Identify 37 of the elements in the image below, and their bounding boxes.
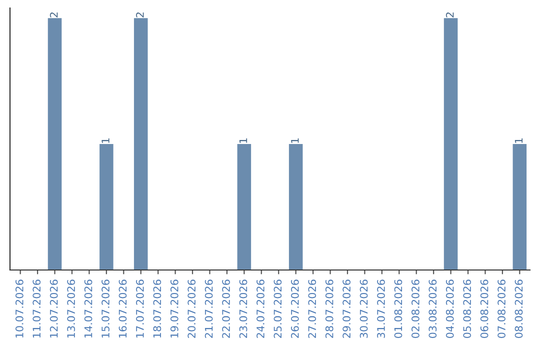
x-tick-label: 07.08.2026 [498,280,506,338]
x-tick-label: 26.07.2026 [290,280,299,338]
x-tick-label: 18.07.2026 [153,280,162,338]
x-tick-label: 14.07.2026 [84,280,92,338]
x-tick-label: 20.07.2026 [188,280,196,338]
data-label: 1 [239,138,248,143]
x-tick-label: 03.08.2026 [428,280,437,338]
x-tick-label: 22.07.2026 [222,280,230,338]
data-label: 1 [514,138,523,143]
x-tick-label: 27.07.2026 [308,280,316,338]
x-tick-label: 31.07.2026 [377,280,385,338]
x-tick-label: 28.07.2026 [325,280,334,338]
x-tick-label: 04.08.2026 [446,280,454,338]
x-tick-label: 08.08.2026 [514,280,523,338]
data-label: 1 [102,138,110,143]
x-tick-label: 21.07.2026 [204,280,213,338]
data-label: 2 [50,12,58,18]
x-tick-label: 30.07.2026 [360,280,368,338]
data-label: 1 [291,138,299,143]
x-tick-label: 01.08.2026 [394,280,402,338]
x-tick-label: 19.07.2026 [170,280,178,338]
x-tick-label: 11.07.2026 [32,280,41,338]
x-tick-label: 23.07.2026 [239,280,248,338]
x-tick-label: 02.08.2026 [412,280,420,338]
x-tick-label: 24.07.2026 [256,280,264,338]
data-label: 2 [446,12,454,18]
x-tick-label: 16.07.2026 [118,280,127,338]
x-tick-label: 15.07.2026 [102,280,110,338]
x-tick-label: 17.07.2026 [136,280,144,338]
x-tick-label: 10.07.2026 [15,280,24,338]
x-tick-label: 29.07.2026 [342,280,351,338]
x-tick-label: 06.08.2026 [480,280,488,338]
x-tick-label: 05.08.2026 [463,280,472,338]
x-tick-label: 13.07.2026 [67,280,76,338]
x-tick-label: 25.07.2026 [274,280,282,338]
x-tick-label: 12.07.2026 [50,280,58,338]
data-label: 2 [136,12,144,18]
